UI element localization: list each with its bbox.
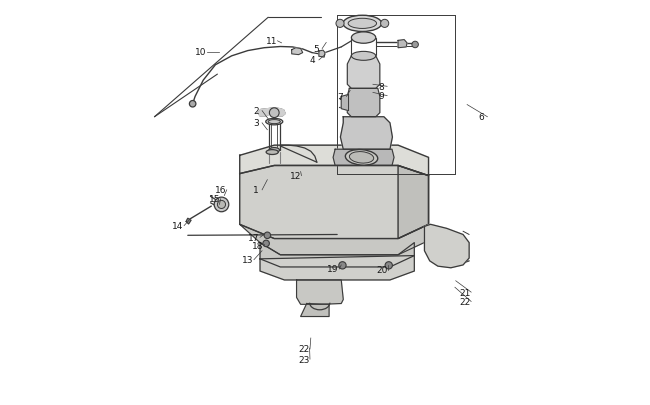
- Ellipse shape: [266, 150, 278, 155]
- Polygon shape: [347, 57, 380, 89]
- Circle shape: [336, 20, 344, 28]
- Polygon shape: [301, 304, 329, 317]
- Ellipse shape: [348, 19, 376, 30]
- Text: 8: 8: [378, 83, 384, 92]
- Polygon shape: [319, 51, 325, 58]
- Ellipse shape: [266, 119, 283, 126]
- Text: 20: 20: [376, 266, 387, 275]
- Circle shape: [381, 20, 389, 28]
- Polygon shape: [292, 49, 303, 55]
- Text: 19: 19: [328, 265, 339, 274]
- Circle shape: [189, 101, 196, 108]
- Circle shape: [385, 262, 393, 269]
- Polygon shape: [398, 166, 428, 239]
- Text: 17: 17: [248, 233, 260, 242]
- Text: 2: 2: [253, 107, 259, 116]
- Text: 21: 21: [460, 288, 471, 297]
- Text: 10: 10: [196, 48, 207, 57]
- Ellipse shape: [268, 120, 280, 124]
- Polygon shape: [240, 225, 428, 255]
- Circle shape: [269, 109, 279, 118]
- Ellipse shape: [345, 150, 378, 166]
- Polygon shape: [424, 225, 469, 268]
- Circle shape: [412, 42, 419, 49]
- Text: 11: 11: [266, 37, 277, 46]
- Polygon shape: [341, 95, 348, 111]
- Text: 4: 4: [310, 56, 316, 65]
- Polygon shape: [240, 146, 428, 176]
- Ellipse shape: [352, 33, 376, 44]
- Ellipse shape: [269, 148, 280, 153]
- Text: 6: 6: [478, 113, 484, 122]
- Ellipse shape: [352, 52, 376, 61]
- Text: 13: 13: [242, 256, 254, 264]
- Text: 7: 7: [337, 93, 343, 102]
- Polygon shape: [296, 280, 343, 305]
- Polygon shape: [260, 256, 414, 280]
- Polygon shape: [398, 40, 407, 49]
- Circle shape: [217, 201, 226, 209]
- Text: 3: 3: [253, 119, 259, 128]
- Text: 18: 18: [252, 241, 264, 250]
- Polygon shape: [333, 150, 394, 166]
- Polygon shape: [186, 219, 191, 224]
- Text: 15: 15: [209, 195, 220, 204]
- Text: 1: 1: [253, 186, 259, 195]
- Text: 12: 12: [290, 172, 301, 181]
- Ellipse shape: [343, 16, 382, 32]
- Polygon shape: [347, 89, 380, 117]
- Circle shape: [339, 262, 346, 269]
- Text: 23: 23: [298, 355, 309, 364]
- Text: 22: 22: [298, 345, 309, 354]
- Ellipse shape: [350, 152, 374, 164]
- Polygon shape: [240, 166, 428, 239]
- Text: 22: 22: [460, 297, 471, 306]
- Text: 14: 14: [172, 222, 184, 230]
- Circle shape: [264, 232, 270, 239]
- Text: 9: 9: [378, 92, 384, 101]
- Polygon shape: [341, 117, 393, 150]
- Text: 16: 16: [215, 186, 226, 195]
- Circle shape: [214, 198, 229, 212]
- Circle shape: [263, 241, 269, 247]
- Text: 5: 5: [313, 45, 319, 54]
- Polygon shape: [260, 243, 414, 267]
- Polygon shape: [258, 109, 285, 117]
